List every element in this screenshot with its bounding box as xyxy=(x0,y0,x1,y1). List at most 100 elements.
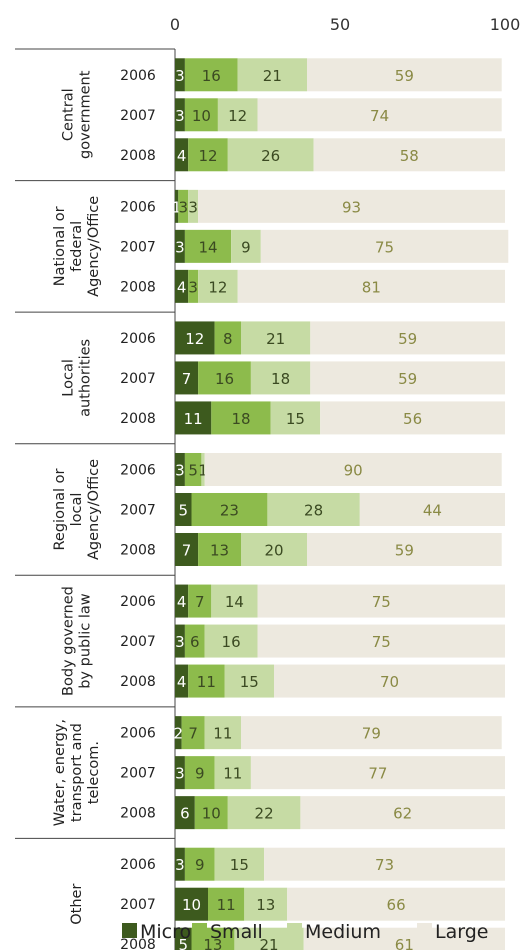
bar-small xyxy=(184,756,215,790)
bar-small xyxy=(178,189,189,223)
year-label: 2006 xyxy=(120,462,156,478)
bar-small xyxy=(184,98,218,132)
bar-medium xyxy=(231,229,261,263)
data-label-micro: 3 xyxy=(175,107,185,125)
data-label-medium: 15 xyxy=(286,410,305,428)
category-label: Regional orlocalAgency/Office xyxy=(52,459,102,560)
legend-swatch-large xyxy=(417,923,432,938)
x-tick-label-0: 0 xyxy=(170,15,180,34)
category-label-line: Body governed xyxy=(61,586,77,696)
legend-label-micro: Micro xyxy=(140,921,191,943)
data-label-large: 79 xyxy=(362,725,381,743)
category-label-line: telecom. xyxy=(86,741,102,804)
data-label-medium: 21 xyxy=(260,936,279,950)
bar-micro xyxy=(175,796,195,830)
x-axis: 0 50 100 xyxy=(170,15,520,34)
bar-micro xyxy=(175,716,182,750)
data-label-small: 18 xyxy=(231,410,250,428)
data-label-small: 11 xyxy=(197,673,216,691)
bar-micro xyxy=(175,321,215,355)
bar-large xyxy=(310,361,505,395)
data-label-small: 9 xyxy=(195,856,205,874)
legend-swatch-medium xyxy=(287,923,302,938)
bar-small xyxy=(194,796,228,830)
year-label: 2008 xyxy=(120,279,156,295)
data-label-large: 59 xyxy=(398,370,417,388)
data-label-medium: 28 xyxy=(304,501,323,519)
data-label-medium: 3 xyxy=(188,198,198,216)
data-label-medium: 1 xyxy=(198,461,208,479)
data-label-micro: 4 xyxy=(177,278,187,296)
category-label-line: Regional or xyxy=(52,468,68,550)
bar-small xyxy=(184,624,205,658)
x-tick-label-100: 100 xyxy=(490,15,521,34)
data-label-micro: 4 xyxy=(177,147,187,165)
bar-medium xyxy=(201,452,205,486)
legend: Micro Small Medium Large xyxy=(122,921,488,943)
bar-large xyxy=(300,796,505,830)
data-label-micro: 3 xyxy=(175,238,185,256)
legend-label-medium: Medium xyxy=(305,921,381,943)
legend-label-large: Large xyxy=(435,921,488,943)
year-label: 2008 xyxy=(120,806,156,822)
year-label: 2008 xyxy=(120,937,156,950)
bar-medium xyxy=(267,492,360,526)
bar-micro xyxy=(175,269,189,303)
bar-micro xyxy=(175,756,185,790)
data-label-large: 59 xyxy=(398,330,417,348)
bar-large xyxy=(310,321,505,355)
bar-large xyxy=(303,927,505,950)
bar-medium xyxy=(198,269,238,303)
bar-medium xyxy=(270,401,321,435)
bar-medium xyxy=(204,624,258,658)
data-label-medium: 21 xyxy=(263,67,282,85)
category-label-line: Water, energy, xyxy=(52,719,68,826)
data-label-small: 12 xyxy=(198,147,217,165)
year-label: 2007 xyxy=(120,239,156,255)
bar-large xyxy=(264,847,505,881)
data-label-large: 56 xyxy=(403,410,422,428)
bar-small xyxy=(184,847,215,881)
bar-micro xyxy=(175,189,179,223)
bar-small xyxy=(188,269,199,303)
year-label: 2006 xyxy=(120,594,156,610)
data-label-small: 14 xyxy=(198,238,217,256)
data-label-large: 75 xyxy=(372,593,391,611)
data-label-small: 7 xyxy=(195,593,205,611)
bar-large xyxy=(237,269,505,303)
bar-small xyxy=(188,584,212,618)
data-label-micro: 3 xyxy=(175,856,185,874)
x-tick-label-50: 50 xyxy=(330,15,350,34)
data-label-large: 75 xyxy=(375,238,394,256)
data-label-large: 70 xyxy=(380,673,399,691)
year-label: 2007 xyxy=(120,897,156,913)
data-label-micro: 3 xyxy=(175,461,185,479)
data-label-large: 62 xyxy=(393,805,412,823)
bar-micro xyxy=(175,58,185,92)
year-label: 2006 xyxy=(120,331,156,347)
bar-micro xyxy=(175,361,199,395)
data-label-large: 77 xyxy=(368,765,387,783)
data-label-large: 90 xyxy=(344,461,363,479)
bar-medium xyxy=(244,887,288,921)
bar-medium xyxy=(241,532,307,566)
data-label-small: 5 xyxy=(188,461,198,479)
bar-micro xyxy=(175,584,189,618)
year-label: 2007 xyxy=(120,766,156,782)
category-label-line: Other xyxy=(69,884,85,925)
bar-large xyxy=(274,664,505,698)
data-label-small: 10 xyxy=(192,107,211,125)
data-label-medium: 16 xyxy=(222,633,241,651)
category-label-line: Agency/Office xyxy=(86,196,102,297)
data-label-large: 59 xyxy=(395,67,414,85)
bar-small xyxy=(211,401,271,435)
data-label-micro: 6 xyxy=(180,805,190,823)
bar-medium xyxy=(204,716,241,750)
data-label-large: 81 xyxy=(362,278,381,296)
data-label-medium: 26 xyxy=(261,147,280,165)
bar-large xyxy=(250,756,505,790)
category-label: Other xyxy=(69,884,85,925)
data-label-medium: 18 xyxy=(271,370,290,388)
